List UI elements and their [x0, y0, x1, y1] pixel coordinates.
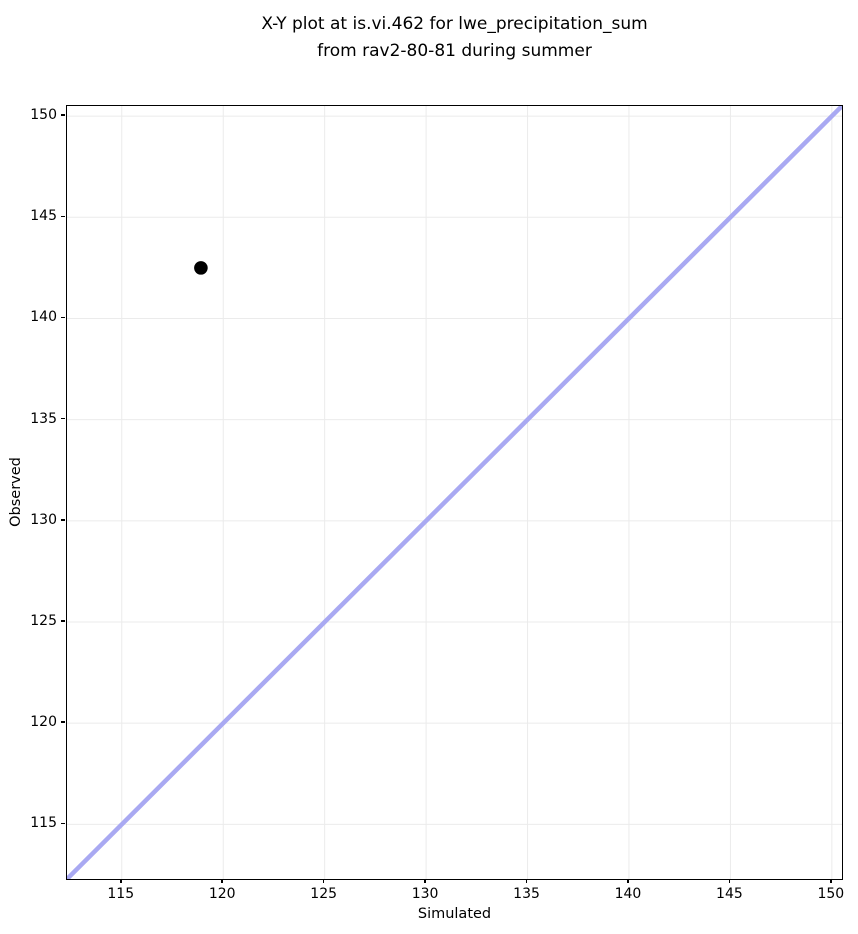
y-tick-mark [61, 316, 65, 319]
x-tick-mark [627, 879, 629, 883]
x-axis-label: Simulated [417, 906, 492, 922]
y-tick-label: 135 [30, 410, 57, 427]
y-tick-mark [61, 519, 65, 521]
identity-line [67, 106, 842, 879]
y-tick-label: 150 [30, 107, 57, 124]
y-tick-label: 115 [30, 815, 57, 832]
x-tick-mark [424, 879, 426, 883]
x-tick-label: 135 [513, 886, 540, 902]
y-tick-mark [61, 721, 65, 723]
plot-area [67, 106, 842, 879]
x-tick-label: 125 [310, 886, 338, 902]
x-tick-mark [120, 879, 122, 883]
y-axis-label: Observed [8, 457, 24, 527]
y-tick-mark [61, 114, 65, 116]
x-tick-mark [525, 879, 528, 883]
scatter-point [194, 261, 208, 275]
chart-title: X-Y plot at is.vi.462 for lwe_precipitat… [66, 11, 843, 65]
y-tick-mark [61, 620, 65, 622]
x-tick-label: 120 [208, 886, 236, 902]
x-tick-label: 150 [817, 886, 845, 902]
x-tick-mark [728, 879, 731, 883]
x-tick-label: 115 [107, 886, 135, 902]
x-tick-mark [830, 879, 832, 883]
y-tick-label: 125 [30, 613, 57, 629]
y-tick-mark [61, 215, 65, 218]
x-tick-mark [221, 879, 223, 883]
y-tick-label: 140 [30, 309, 57, 326]
x-tick-label: 140 [614, 886, 642, 902]
axes [66, 105, 843, 880]
x-tick-mark [322, 879, 325, 883]
chart-title-line-2: from rav2-80-81 during summer [317, 41, 592, 61]
x-tick-label: 130 [411, 886, 439, 902]
y-tick-mark [61, 822, 65, 825]
chart-title-line-1: X-Y plot at is.vi.462 for lwe_precipitat… [261, 14, 648, 34]
y-tick-mark [61, 417, 65, 420]
y-tick-label: 145 [30, 208, 57, 225]
x-tick-label: 145 [716, 886, 743, 902]
y-tick-label: 130 [30, 511, 57, 528]
y-tick-label: 120 [30, 714, 57, 731]
